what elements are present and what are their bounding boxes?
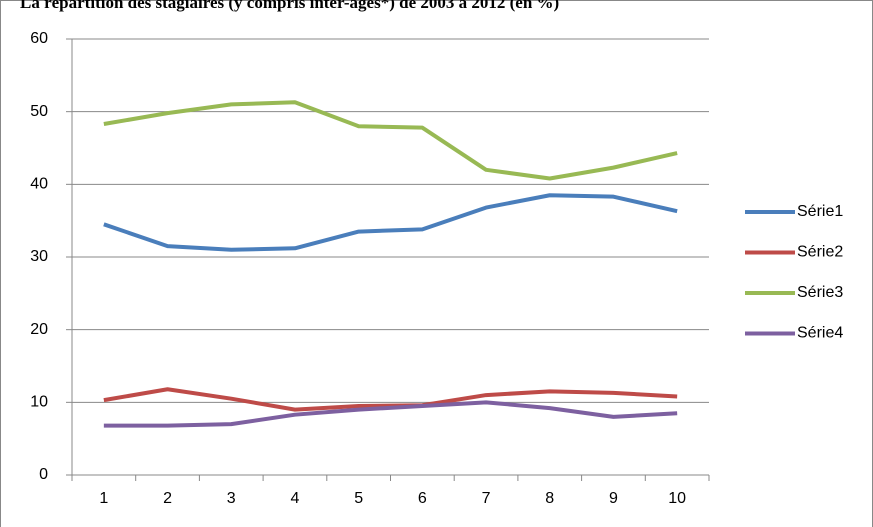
chart-title: La répartition des stagiaires (y compris… [20,0,559,12]
y-tick-label: 50 [30,103,48,120]
legend-label: Série2 [797,244,843,261]
legend-label: Série1 [797,203,843,220]
series-line [103,193,678,252]
series-line [103,387,678,412]
x-tick-label: 2 [163,490,172,507]
x-tick-label: 9 [609,490,618,507]
y-tick-label: 20 [30,321,48,338]
y-tick-label: 60 [30,30,48,47]
y-tick-label: 10 [30,394,48,411]
x-tick-label: 10 [668,490,686,507]
series-line [103,400,678,428]
legend-label: Série4 [797,325,843,342]
x-tick-label: 4 [290,490,299,507]
x-tick-label: 5 [354,490,363,507]
x-tick-label: 7 [482,490,491,507]
x-tick-label: 1 [99,490,108,507]
y-tick-label: 30 [30,248,48,265]
legend-label: Série3 [797,284,843,301]
x-tick-label: 8 [545,490,554,507]
series-line [103,100,678,181]
x-tick-label: 6 [418,490,427,507]
y-tick-label: 0 [39,466,48,483]
y-tick-label: 40 [30,176,48,193]
x-tick-label: 3 [227,490,236,507]
